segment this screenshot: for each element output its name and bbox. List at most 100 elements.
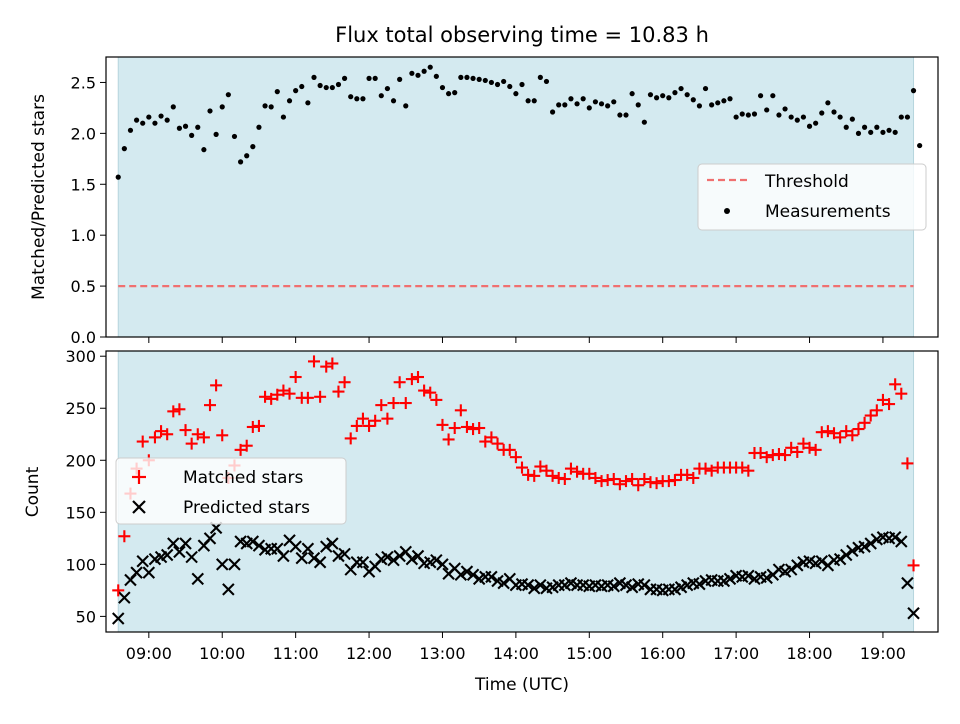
measurement-point [127, 127, 134, 133]
predicted-star-point [436, 558, 449, 571]
x-tick-label: 19:00 [860, 644, 906, 663]
matched-star-point [626, 473, 639, 486]
measurement-point [629, 91, 635, 97]
matched-star-point [399, 397, 412, 410]
matched-star-point [883, 398, 896, 411]
measurement-point [189, 132, 195, 138]
matched-star-point [191, 428, 204, 441]
measurement-point [831, 109, 837, 115]
matched-star-point [473, 422, 486, 435]
measurement-point [813, 120, 819, 126]
x-tick-label: 10:00 [199, 644, 245, 663]
measurement-point [372, 75, 378, 81]
measurement-point [427, 64, 433, 70]
measurement-point [886, 127, 892, 133]
measurement-point [751, 111, 758, 117]
matched-star-point [173, 403, 186, 416]
predicted-star-point [760, 571, 773, 585]
measurement-point [262, 103, 268, 109]
matched-star-point [503, 443, 516, 456]
predicted-star-point [130, 566, 143, 579]
predicted-star-point [405, 552, 419, 566]
top-y-tick-label: 1.0 [71, 226, 96, 245]
matched-star-point [876, 393, 889, 406]
predicted-star-point [460, 565, 474, 578]
measurement-point [861, 124, 868, 130]
measurements-legend-swatch [724, 208, 730, 214]
measurement-point [519, 81, 525, 88]
matched-star-point [356, 412, 369, 425]
measurement-point [574, 101, 580, 107]
matched-star-point [779, 449, 792, 462]
measurement-point [482, 77, 488, 84]
measurement-point [806, 123, 813, 129]
measurement-point [501, 78, 507, 85]
measurement-point [598, 101, 605, 107]
top-y-tick-label: 0.5 [71, 277, 96, 296]
predicted-star-point [277, 549, 290, 563]
predicted-star-point [864, 537, 877, 550]
matched-star-point [308, 355, 320, 368]
measurement-point [140, 120, 146, 126]
predicted-star-point [454, 568, 468, 582]
measurement-point [201, 147, 207, 153]
measurement-point [464, 74, 470, 80]
predicted-star-point [907, 607, 920, 620]
measurement-point [672, 90, 678, 96]
measurement-point [360, 96, 366, 102]
measurement-point [219, 104, 225, 110]
predicted-star-point [338, 547, 351, 561]
measurement-point [384, 85, 391, 92]
matched-star-point [485, 431, 498, 444]
measurement-point [366, 75, 372, 81]
matched-star-point [809, 443, 822, 456]
predicted-star-point [252, 539, 266, 552]
measurement-point [782, 106, 788, 112]
x-tick-label: 15:00 [566, 644, 612, 663]
predicted-star-point [246, 535, 260, 548]
measurement-point [256, 124, 262, 130]
measurement-point [666, 95, 672, 101]
matched-star-point [858, 416, 871, 429]
predicted-star-point [527, 582, 541, 595]
predicted-star-point [497, 576, 510, 590]
measurement-point [293, 88, 299, 94]
predicted-star-point [307, 551, 321, 565]
predicted-star-point [191, 572, 205, 586]
measurement-point [507, 83, 513, 90]
matched-star-point [344, 432, 357, 445]
matched-star-point [424, 386, 437, 399]
measurement-point [250, 144, 256, 150]
measurement-point [354, 96, 360, 102]
predicted-star-point [313, 556, 327, 569]
measurement-point [709, 102, 715, 108]
top-panel: 0.0 0.5 1.0 1.5 2.0 2.5 Matched/Predicted sta… [29, 56, 939, 347]
measurement-point [849, 116, 855, 122]
measurement-point [146, 114, 152, 120]
bottom-y-tick-label: 250 [65, 399, 96, 418]
matched-star-point [454, 404, 467, 417]
matched-star-point [265, 392, 278, 405]
matched-star-point [699, 462, 712, 475]
matched-star-point [283, 387, 296, 400]
measurement-point [917, 142, 923, 149]
measurement-point [329, 84, 335, 91]
predicted-star-point [228, 558, 241, 571]
predicted-star-point [888, 531, 902, 544]
measurement-point [213, 131, 219, 137]
matched-star-point [320, 360, 333, 373]
measurement-point [635, 102, 641, 108]
matched-star-point [668, 474, 681, 487]
measurement-point [727, 96, 733, 102]
predicted-star-point [901, 576, 914, 590]
matched-star-point [797, 437, 810, 450]
matched-star-point [271, 388, 284, 401]
measurement-point [788, 114, 794, 120]
matched-star-point [148, 431, 161, 444]
measurement-point [611, 99, 617, 105]
predicted-star-point [693, 577, 706, 591]
measurement-point [231, 133, 238, 140]
matched-star-point [393, 376, 406, 389]
measurement-point [121, 146, 127, 152]
